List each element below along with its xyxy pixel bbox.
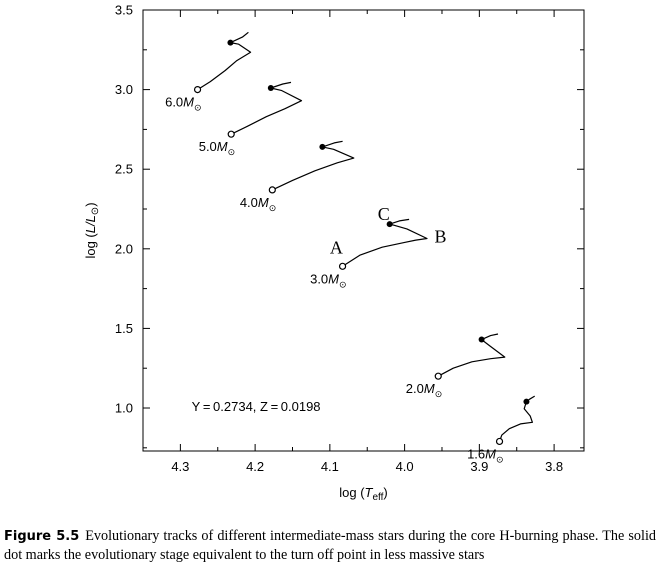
axis-ticks bbox=[142, 9, 584, 451]
mass-label: 4.0M⊙ bbox=[240, 195, 276, 213]
zams-open-circle bbox=[193, 86, 202, 94]
x-tick-label: 3.8 bbox=[545, 459, 563, 474]
mass-label: 2.0M⊙ bbox=[406, 381, 442, 399]
zams-open-circle bbox=[495, 437, 504, 446]
x-tick-label: 4.1 bbox=[321, 459, 339, 474]
y-tick-label: 1.0 bbox=[115, 401, 133, 416]
phase-point-label: B bbox=[435, 226, 447, 246]
y-axis-label: log (L/L⊙) bbox=[83, 202, 101, 258]
x-axis-label: log (Teff) bbox=[339, 485, 388, 503]
phase-point-label: C bbox=[378, 204, 390, 224]
turnoff-solid-dot bbox=[319, 143, 326, 150]
track-line bbox=[272, 140, 355, 191]
figure-caption: Figure 5.5 Evolutionary tracks of differe… bbox=[4, 527, 656, 565]
caption-text: Evolutionary tracks of different interme… bbox=[4, 528, 656, 563]
track-line bbox=[230, 81, 303, 135]
mass-label: 3.0M⊙ bbox=[310, 271, 346, 289]
hr-diagram-chart: 4.3 4.2 4.1 4.0 3.9 3.8 1.0 1.5 2.0 2.5 3.0 3.5 log … bbox=[83, 3, 585, 504]
y-tick-label: 3.0 bbox=[115, 82, 133, 97]
track-line bbox=[342, 218, 428, 267]
zams-open-circle bbox=[227, 130, 235, 138]
evolutionary-tracks bbox=[193, 31, 536, 446]
mass-label: 6.0M⊙ bbox=[165, 95, 201, 113]
x-tick-label: 4.3 bbox=[171, 459, 189, 474]
mass-label: 5.0M⊙ bbox=[199, 139, 235, 157]
zams-open-circle bbox=[268, 186, 276, 194]
track-line bbox=[437, 333, 506, 377]
x-tick-label: 4.2 bbox=[246, 459, 264, 474]
caption-title: Figure 5.5 bbox=[4, 529, 80, 544]
y-tick-label: 1.5 bbox=[115, 321, 133, 336]
zams-open-circle bbox=[434, 372, 442, 380]
composition-label: Y = 0.2734, Z = 0.0198 bbox=[192, 399, 321, 414]
x-tick-label: 3.9 bbox=[470, 459, 488, 474]
turnoff-solid-dot bbox=[478, 336, 485, 343]
turnoff-solid-dot bbox=[227, 39, 234, 46]
y-tick-label: 3.5 bbox=[115, 3, 133, 18]
chart-labels: 4.3 4.2 4.1 4.0 3.9 3.8 1.0 1.5 2.0 2.5 3.0 3.5 log … bbox=[83, 3, 563, 504]
x-tick-label: 4.0 bbox=[396, 459, 414, 474]
turnoff-solid-dot bbox=[267, 85, 274, 92]
turnoff-solid-dot bbox=[386, 221, 393, 228]
y-tick-label: 2.0 bbox=[115, 241, 133, 256]
track-line bbox=[498, 395, 536, 442]
turnoff-solid-dot bbox=[523, 398, 530, 405]
track-line bbox=[197, 31, 252, 91]
phase-point-label: A bbox=[330, 238, 343, 258]
zams-open-circle bbox=[338, 262, 347, 270]
mass-label: 1.6M⊙ bbox=[467, 446, 503, 464]
y-tick-label: 2.5 bbox=[115, 162, 133, 177]
plot-frame bbox=[142, 9, 585, 452]
